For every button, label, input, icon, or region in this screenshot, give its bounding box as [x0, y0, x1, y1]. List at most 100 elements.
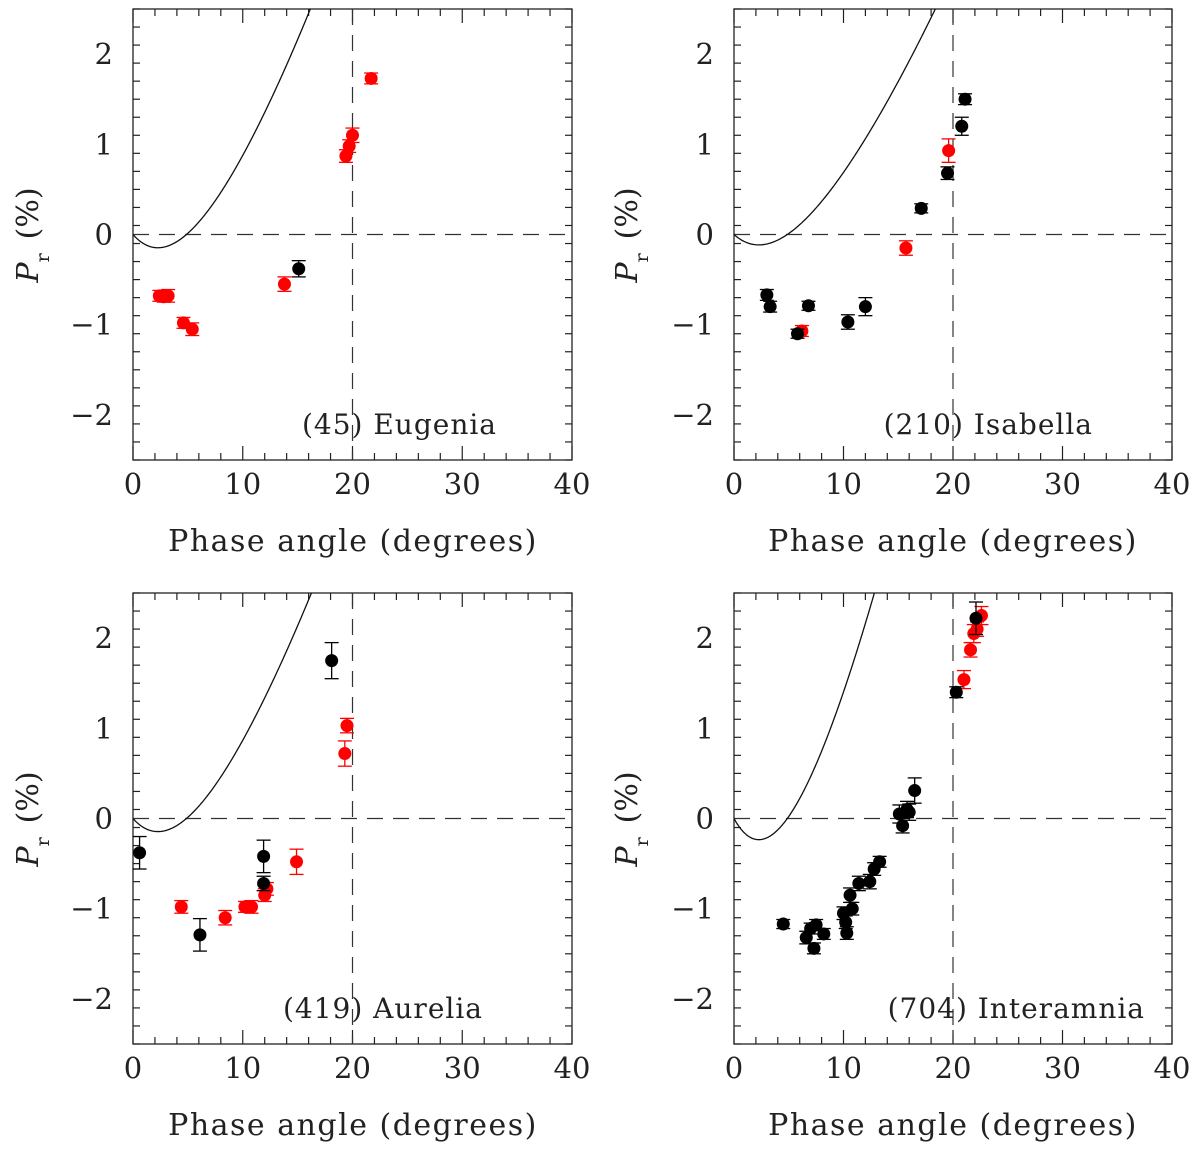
panel-1-y-tick-label: 1 [95, 127, 113, 161]
panel-2-black-data-point [801, 299, 815, 313]
panel-4-black-data-point [949, 685, 963, 699]
panel-3-y-tick-label: −1 [70, 892, 113, 926]
panel-4-y-tick-label: 2 [696, 621, 714, 655]
panel-2-black-data-point [858, 300, 872, 314]
panel-2-x-tick-label: 30 [1044, 467, 1081, 501]
panel-2-y-tick-label: 2 [696, 37, 714, 71]
panel-2-ylabel-unit: (%) [610, 187, 645, 239]
panel-3-red-data-point [338, 747, 352, 761]
panel-4-plot: 0 10 20 30 40 −2 −1 0 1 2 [671, 592, 1191, 1085]
panel-2-black-data-point [955, 119, 969, 133]
panel-2-panel-label: (210) Isabella [884, 408, 1093, 441]
panel-3-y-tick-label: 1 [95, 711, 113, 745]
panel-1-red-data-point [364, 71, 378, 85]
panel-1-fit-curve [133, 9, 312, 249]
panel-1-y-tick-label: −1 [70, 308, 113, 342]
panel-1-panel-label: (45) Eugenia [302, 408, 497, 441]
panel-3-x-axis-label: Phase angle (degrees) [168, 1108, 538, 1143]
panel-4-panel-label: (704) Interamnia [888, 992, 1145, 1025]
panel-2-ylabel-symbol: P [610, 262, 645, 284]
panel-4-x-tick-label: 30 [1044, 1051, 1081, 1085]
panel-4-ylabel-subscript: r [631, 836, 653, 846]
panel-3-y-tick-label: −2 [70, 982, 113, 1016]
panel-1-x-tick-label: 30 [444, 467, 481, 501]
panel-4-x-tick-label: 0 [725, 1051, 743, 1085]
panel-4-x-axis-label: Phase angle (degrees) [768, 1108, 1138, 1143]
panel-4-black-data-point [839, 915, 853, 929]
panel-1-x-tick-label: 40 [554, 467, 591, 501]
panel-4-red-data-point [957, 673, 971, 687]
panel-1-y-axis-label: Pr (%) [11, 187, 54, 283]
panel-3-ylabel-subscript: r [32, 836, 54, 846]
panel-2-x-tick-label: 40 [1154, 467, 1191, 501]
panel-4-ylabel-symbol: P [610, 846, 645, 868]
panel-4-y-axis-label: Pr (%) [610, 771, 653, 867]
panel-4-y-tick-label: 0 [696, 802, 714, 836]
panel-3-red-data-point [174, 900, 188, 914]
panel-4-black-data-point [807, 941, 821, 955]
panel-1-black-data-point [292, 262, 306, 276]
panel-3-ylabel-symbol: P [11, 846, 46, 868]
panel-2-black-data-point [958, 92, 972, 106]
panel-4-black-data-point [840, 926, 854, 940]
panel-1-y-tick-label: 2 [95, 37, 113, 71]
panel-4-black-data-point [776, 917, 790, 931]
panel-4-black-data-point [969, 611, 983, 625]
panel-1-red-data-point [185, 322, 199, 336]
panel-2-fit-curve [734, 9, 937, 246]
panel-3-y-tick-label: 0 [95, 802, 113, 836]
panel-3: 0 10 20 30 40 −2 −1 0 1 2 Pr (%) Phase angle (degr… [11, 592, 591, 1143]
panel-1-y-tick-label: −2 [70, 398, 113, 432]
panel-1-x-tick-label: 10 [224, 467, 261, 501]
panel-1: 0 10 20 30 40 −2 −1 0 1 2 Pr (%) Phase angle (degr… [11, 8, 591, 559]
panel-2-red-data-point [942, 144, 956, 158]
panel-1-plot: 0 10 20 30 40 −2 −1 0 1 2 [70, 8, 591, 501]
panel-2-x-tick-label: 0 [725, 467, 743, 501]
panel-4-y-tick-label: −2 [671, 982, 714, 1016]
panel-4-x-tick-label: 40 [1154, 1051, 1191, 1085]
panel-1-red-data-point [346, 128, 359, 142]
panel-4-x-tick-label: 10 [825, 1051, 862, 1085]
panel-4-black-data-point [817, 927, 831, 941]
panel-2-x-tick-label: 10 [825, 467, 862, 501]
panel-2: 0 10 20 30 40 −2 −1 0 1 2 Pr (%) Phase angle (degr… [610, 8, 1191, 559]
panel-3-black-data-point [133, 846, 147, 860]
panel-4: 0 10 20 30 40 −2 −1 0 1 2 Pr (%) Phase angle (degr… [610, 592, 1191, 1143]
panel-1-red-data-point [161, 289, 175, 303]
panel-3-y-tick-label: 2 [95, 621, 113, 655]
panel-3-red-data-point [340, 719, 354, 733]
panel-1-ylabel-subscript: r [32, 252, 54, 262]
panel-2-x-tick-label: 20 [935, 467, 972, 501]
panel-2-x-axis-label: Phase angle (degrees) [768, 524, 1138, 559]
panel-3-red-data-point [290, 855, 304, 869]
panel-3-x-tick-label: 20 [334, 1051, 371, 1085]
panel-2-black-data-point [914, 201, 928, 215]
panel-2-black-data-point [760, 288, 774, 302]
panel-4-y-tick-label: −1 [671, 892, 714, 926]
panel-3-plot: 0 10 20 30 40 −2 −1 0 1 2 [70, 592, 591, 1085]
panel-3-x-tick-label: 0 [124, 1051, 142, 1085]
panel-2-y-axis-label: Pr (%) [610, 187, 653, 283]
panel-2-black-data-point [763, 300, 777, 314]
panel-4-red-data-point [964, 643, 978, 657]
panel-3-x-tick-label: 10 [224, 1051, 261, 1085]
panel-3-black-data-point [325, 654, 339, 668]
panel-4-black-data-point [863, 875, 877, 889]
panel-3-x-tick-label: 40 [554, 1051, 591, 1085]
panel-2-black-data-point [941, 166, 955, 180]
panel-4-fit-curve [734, 593, 876, 841]
panel-3-red-data-point [218, 911, 232, 925]
panel-3-red-data-point [245, 900, 259, 914]
panel-4-black-data-point [908, 784, 922, 798]
panel-2-y-tick-label: −1 [671, 308, 714, 342]
panel-2-y-tick-label: −2 [671, 398, 714, 432]
panel-2-plot: 0 10 20 30 40 −2 −1 0 1 2 [671, 8, 1191, 501]
panel-4-black-data-point [845, 902, 859, 916]
panel-3-y-axis-label: Pr (%) [11, 771, 54, 867]
panel-4-x-tick-label: 20 [935, 1051, 972, 1085]
panel-2-black-data-point [791, 327, 805, 341]
panel-4-y-tick-label: 1 [696, 711, 714, 745]
panel-2-y-tick-label: 0 [696, 218, 714, 252]
panel-1-x-axis-label: Phase angle (degrees) [168, 524, 538, 559]
